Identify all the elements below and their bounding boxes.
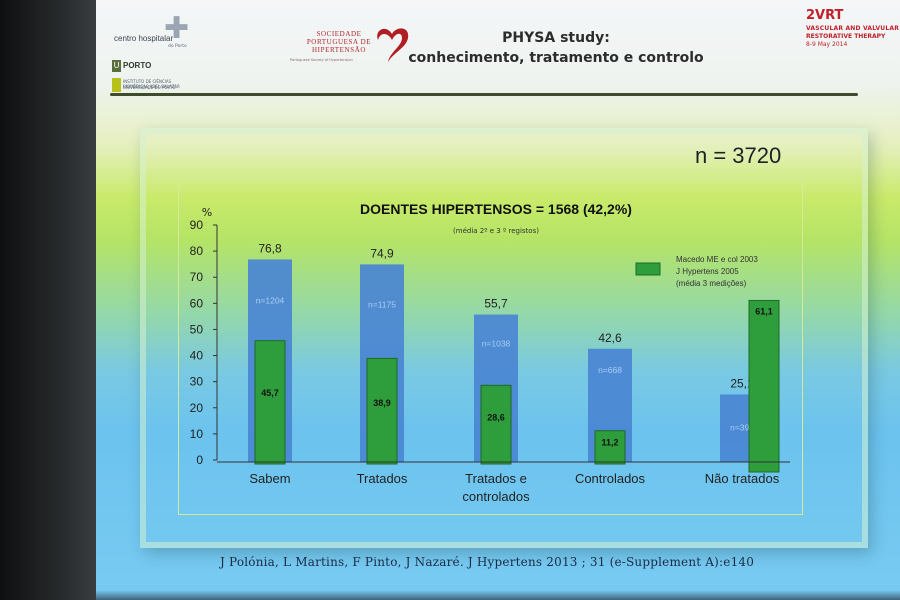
x-category-label: Tratados e [465,471,527,486]
heart-logo-icon [377,28,409,62]
logo-spc-small: Portuguese Society of Hypertension [290,58,353,62]
chart-subtitle: (média 2º e 3 º registos) [453,227,539,235]
bar-green [366,357,398,465]
bar-green [254,340,286,465]
x-category-label: Sabem [249,471,290,486]
chart-panel [140,128,868,548]
bar-green [594,430,626,465]
x-category-label: Não tratados [705,471,780,486]
bar-blue-value-label: 55,7 [484,297,508,311]
bar-count-label: n=668 [598,365,622,375]
legend-swatch [635,262,661,276]
slide-title-line1: PHYSA study: [502,30,610,46]
bar-count-label: n=1038 [482,339,511,349]
y-tick-label: 90 [190,218,204,232]
event-line1: VASCULAR AND VALVULAR [806,25,900,32]
y-axis-label: % [202,206,212,219]
y-tick-label: 30 [190,375,204,389]
legend-label: (média 3 medições) [676,279,747,288]
screen-bottom-shadow [96,590,900,600]
projector-screen-edge [0,0,96,600]
y-tick-label: 70 [190,270,204,284]
chart-frame [178,177,803,515]
y-tick-label: 20 [190,401,204,415]
header-divider [110,93,858,96]
bar-green-value-label: 11,2 [601,438,618,448]
legend-label: Macedo ME e col 2003 [676,255,758,264]
logo-up-sub2: UNIVERSIDADE DO PORTO [123,85,176,90]
legend-label: J Hypertens 2005 [676,267,739,276]
bar-green-value-label: 38,9 [373,398,391,408]
x-category-label: Tratados [357,471,408,486]
y-tick-label: 50 [190,322,204,336]
logo-spc-text: SOCIEDADE PORTUGUESA DE HIPERTENSÃO [306,30,372,54]
y-tick-label: 60 [190,296,204,310]
slide-title-line2: conhecimento, tratamento e controlo [408,50,704,66]
cross-icon: ✚ [164,11,190,46]
x-category-label: controlados [462,489,530,504]
logo-chp-line1: centro hospitalar [114,34,174,43]
sample-size-label: n = 3720 [695,143,782,168]
bar-blue-value-label: 42,6 [598,331,622,345]
logo-up-sub1: INSTITUTO DE CIÊNCIAS BIOMÉDICAS ABEL SA… [123,79,180,89]
bar-count-label: n=1204 [256,296,285,306]
y-tick-label: 80 [190,244,204,258]
bar-green-value-label: 28,6 [487,413,505,423]
y-tick-label: 10 [190,427,204,441]
bar-blue-value-label: 76,8 [258,241,282,255]
y-tick-label: 0 [196,453,203,467]
sph-logo: SOCIEDADE PORTUGUESA DE HIPERTENSÃO Port… [286,22,426,70]
bar-green-value-label: 45,7 [261,388,279,398]
x-category-label: Controlados [575,471,646,486]
event-date: 8-9 May 2014 [806,41,848,48]
logo-up-name: PORTO [123,61,152,70]
logo-chp-line2: do Porto [168,44,187,49]
chart-title: DOENTES HIPERTENSOS = 1568 (42,2%) [360,201,632,217]
event-name: 2VRT [806,8,844,23]
y-tick-label: 40 [190,349,204,363]
bar-green-value-label: 61,1 [755,306,773,316]
source-citation: J Polónia, L Martins, F Pinto, J Nazaré.… [220,555,755,569]
event-logo: 2VRT VASCULAR AND VALVULAR RESTORATIVE T… [792,8,900,58]
slide-title: PHYSA study: conhecimento, tratamento e … [406,28,706,68]
bar-count-label: n=394 [730,423,754,433]
bar-green [480,384,512,465]
icbas-box-icon [112,78,121,92]
university-porto-logo: U PORTO INSTITUTO DE CIÊNCIAS BIOMÉDICAS… [112,60,202,96]
bar-blue-value-label: 74,9 [370,246,394,260]
centro-hospitalar-logo: ✚ centro hospitalar do Porto [108,14,200,54]
event-line2: RESTORATIVE THERAPY [806,33,886,40]
bar-count-label: n=1175 [368,299,396,309]
u-box-icon: U [112,60,121,72]
bar-blue-value-label: 25,1 [730,376,754,390]
bar-green [748,299,780,473]
